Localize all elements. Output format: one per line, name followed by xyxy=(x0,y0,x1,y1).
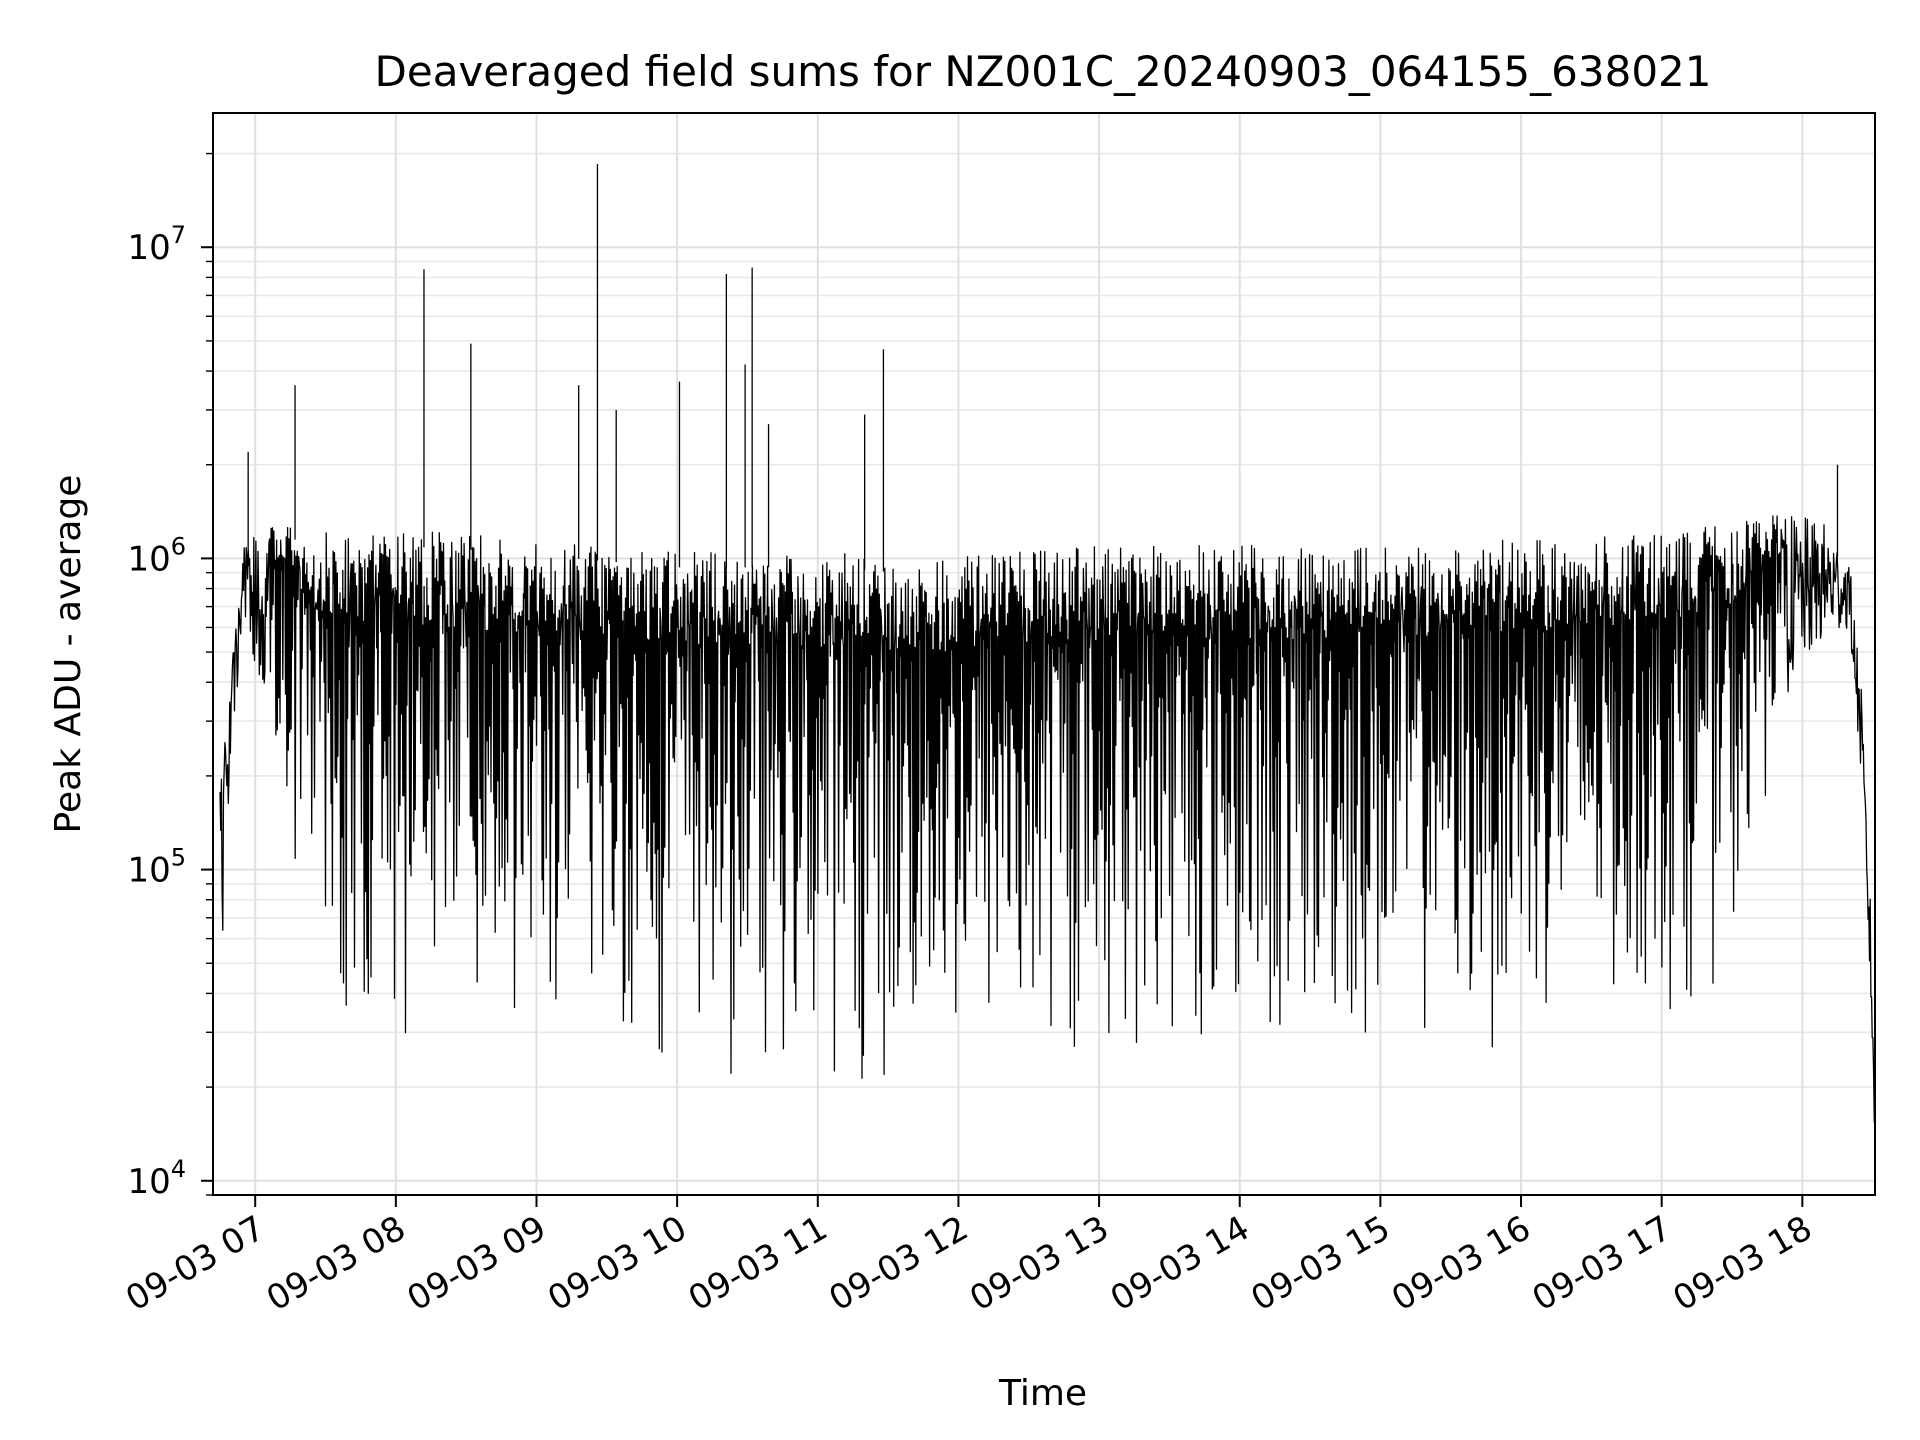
y-tick-label: 107 xyxy=(127,221,186,268)
x-tick-label: 09-03 11 xyxy=(682,1208,834,1319)
x-tick-label: 09-03 07 xyxy=(119,1208,271,1319)
x-tick-label: 09-03 10 xyxy=(541,1208,693,1319)
x-tick-label: 09-03 16 xyxy=(1385,1208,1537,1319)
plot-frame xyxy=(212,112,1876,1196)
y-axis-label: Peak ADU - average xyxy=(48,475,89,834)
x-tick-label: 09-03 17 xyxy=(1526,1208,1678,1319)
x-tick-label: 09-03 15 xyxy=(1244,1208,1396,1319)
x-tick-label: 09-03 08 xyxy=(260,1208,412,1319)
x-axis-label: Time xyxy=(998,1373,1087,1414)
y-tick-label: 105 xyxy=(127,844,186,891)
series-line xyxy=(219,515,1876,1123)
x-tick-label: 09-03 12 xyxy=(823,1208,975,1319)
y-axis: 104 105 106 107 xyxy=(127,152,213,1202)
chart-title: Deaveraged field sums for NZ001C_2024090… xyxy=(375,47,1712,96)
series xyxy=(219,164,1876,1123)
y-tick-label: 106 xyxy=(127,532,186,579)
x-tick-label: 09-03 18 xyxy=(1666,1208,1818,1319)
y-tick-label: 104 xyxy=(127,1155,186,1202)
x-tick-label: 09-03 09 xyxy=(401,1208,553,1319)
x-tick-label: 09-03 13 xyxy=(963,1208,1115,1319)
x-tick-label: 09-03 14 xyxy=(1104,1208,1256,1319)
